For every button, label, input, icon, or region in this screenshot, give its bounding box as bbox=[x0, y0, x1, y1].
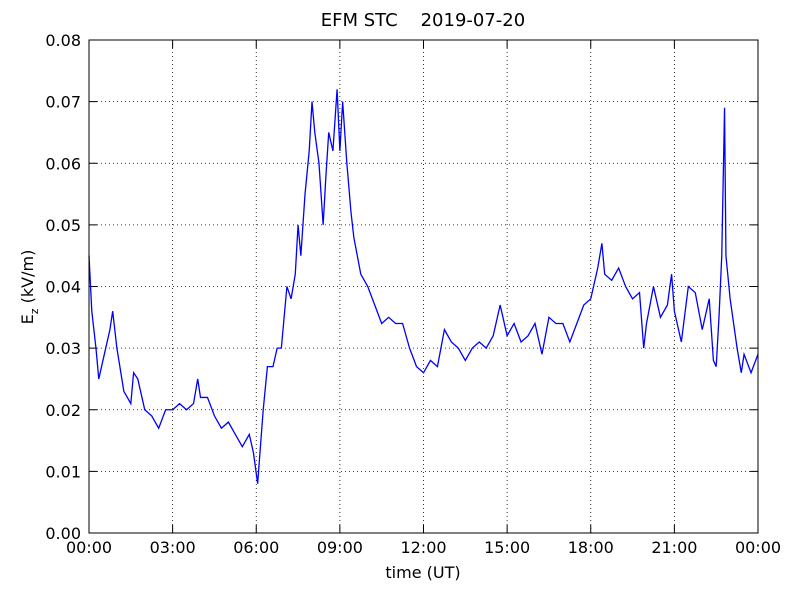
x-tick-label: 00:00 bbox=[735, 538, 781, 557]
x-tick-label: 06:00 bbox=[233, 538, 279, 557]
data-line bbox=[88, 89, 759, 484]
x-tick-label: 03:00 bbox=[150, 538, 196, 557]
chart-title: EFM STC 2019-07-20 bbox=[321, 10, 525, 31]
y-tick-label: 0.03 bbox=[45, 339, 81, 358]
y-axis-label: Ez (kV/m) bbox=[18, 250, 41, 325]
x-tick-label: 18:00 bbox=[568, 538, 614, 557]
y-tick-label: 0.06 bbox=[45, 154, 81, 173]
y-tick-label: 0.08 bbox=[45, 31, 81, 50]
y-tick-label: 0.00 bbox=[45, 524, 81, 543]
plot-frame bbox=[88, 39, 759, 534]
x-tick-label: 21:00 bbox=[651, 538, 697, 557]
x-tick-label: 12:00 bbox=[400, 538, 446, 557]
x-tick-label: 00:00 bbox=[66, 538, 112, 557]
x-tick-label: 09:00 bbox=[317, 538, 363, 557]
x-tick-label: 15:00 bbox=[484, 538, 530, 557]
y-tick-label: 0.04 bbox=[45, 278, 81, 297]
x-axis-label: time (UT) bbox=[385, 563, 460, 582]
y-tick-label: 0.01 bbox=[45, 462, 81, 481]
y-tick-label: 0.02 bbox=[45, 401, 81, 420]
y-label-subscript: z bbox=[28, 308, 41, 314]
y-label-unit: (kV/m) bbox=[18, 250, 37, 309]
y-tick-label: 0.05 bbox=[45, 216, 81, 235]
y-tick-label: 0.07 bbox=[45, 93, 81, 112]
y-label-symbol: E bbox=[18, 314, 37, 324]
